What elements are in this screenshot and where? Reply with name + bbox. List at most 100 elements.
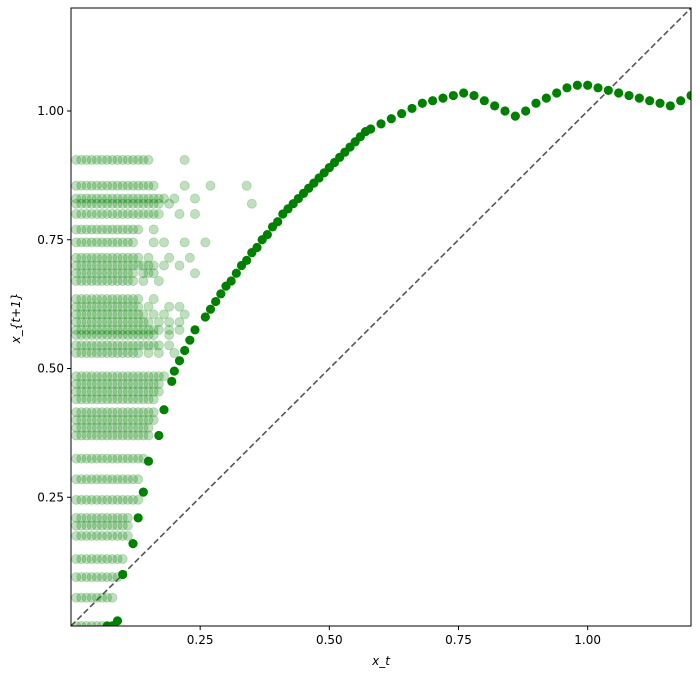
scatter-point (127, 268, 138, 279)
scatter-point (102, 317, 113, 328)
scatter-point (76, 474, 87, 485)
scatter-point (107, 224, 118, 235)
scatter-point (122, 224, 133, 235)
scatter-point (153, 386, 164, 397)
scatter-point (102, 378, 113, 389)
scatter-point (81, 275, 92, 286)
scatter-point (133, 422, 144, 433)
scatter-point (86, 268, 97, 279)
scatter-point (127, 407, 138, 418)
scatter-point (71, 260, 82, 271)
scatter-point (634, 93, 644, 103)
scatter-point (97, 198, 108, 209)
scatter-point (200, 237, 211, 248)
scatter-point (122, 193, 133, 204)
scatter-point (174, 208, 185, 219)
scatter-point (102, 268, 113, 279)
scatter-point (81, 268, 92, 279)
scatter-point (91, 237, 102, 248)
scatter-point (102, 422, 113, 433)
scatter-point (133, 430, 144, 441)
scatter-point (153, 193, 164, 204)
scatter-point (138, 275, 149, 286)
scatter-point (122, 371, 133, 382)
scatter-point (76, 193, 87, 204)
scatter-point (81, 309, 92, 320)
scatter-point (81, 453, 92, 464)
y-tick-label: 0.50 (37, 362, 64, 376)
scatter-point (76, 330, 87, 341)
scatter-point (122, 260, 133, 271)
scatter-point (86, 474, 97, 485)
scatter-point (112, 198, 123, 209)
scatter-point (102, 530, 113, 541)
scatter-point (122, 348, 133, 359)
scatter-point (148, 371, 159, 382)
scatter-point (76, 348, 87, 359)
scatter-point (97, 386, 108, 397)
scatter-point (153, 324, 164, 335)
scatter-point (262, 230, 272, 240)
scatter-point (71, 512, 82, 523)
scatter-point (428, 96, 438, 106)
scatter-point (76, 317, 87, 328)
scatter-point (112, 554, 123, 565)
scatter-point (97, 193, 108, 204)
scatter-point (71, 193, 82, 204)
scatter-point (97, 453, 108, 464)
scatter-point (164, 330, 175, 341)
scatter-point (81, 237, 92, 248)
scatter-point (185, 335, 195, 345)
scatter-point (81, 317, 92, 328)
y-tick-label: 0.75 (37, 233, 64, 247)
scatter-point (86, 422, 97, 433)
scatter-point (122, 394, 133, 405)
scatter-point (127, 154, 138, 165)
scatter-point (122, 340, 133, 351)
scatter-point (143, 330, 154, 341)
scatter-point (76, 301, 87, 312)
scatter-point (97, 330, 108, 341)
scatter-point (112, 453, 123, 464)
scatter-point (614, 88, 624, 98)
scatter-point (81, 621, 92, 626)
scatter-point (86, 520, 97, 531)
scatter-point (112, 407, 123, 418)
scatter-point (107, 348, 118, 359)
scatter-point (122, 530, 133, 541)
scatter-point (127, 422, 138, 433)
scatter-point (81, 301, 92, 312)
scatter-point (76, 208, 87, 219)
scatter-point (158, 237, 169, 248)
scatter-point (122, 317, 133, 328)
x-tick-label: 1.00 (574, 633, 601, 647)
scatter-point (81, 494, 92, 505)
scatter-point (117, 324, 128, 335)
scatter-point (117, 453, 128, 464)
scatter-point (91, 453, 102, 464)
scatter-point (86, 386, 97, 397)
scatter-point (81, 386, 92, 397)
scatter-point (153, 317, 164, 328)
scatter-point (91, 208, 102, 219)
scatter-point (252, 242, 262, 253)
scatter-point (91, 293, 102, 304)
plot-frame (70, 7, 692, 627)
scatter-point (86, 572, 97, 583)
scatter-point (448, 90, 458, 101)
scatter-point (107, 301, 118, 312)
scatter-point (91, 494, 102, 505)
scatter-point (138, 371, 149, 382)
scatter-point (133, 378, 144, 389)
scatter-point (86, 494, 97, 505)
scatter-point (81, 252, 92, 263)
scatter-point (81, 520, 92, 531)
scatter-point (71, 198, 82, 209)
scatter-point (138, 268, 149, 279)
scatter-point (97, 324, 108, 335)
scatter-point (107, 386, 118, 397)
scatter-point (127, 414, 138, 425)
scatter-point (86, 340, 97, 351)
scatter-point (91, 252, 102, 263)
